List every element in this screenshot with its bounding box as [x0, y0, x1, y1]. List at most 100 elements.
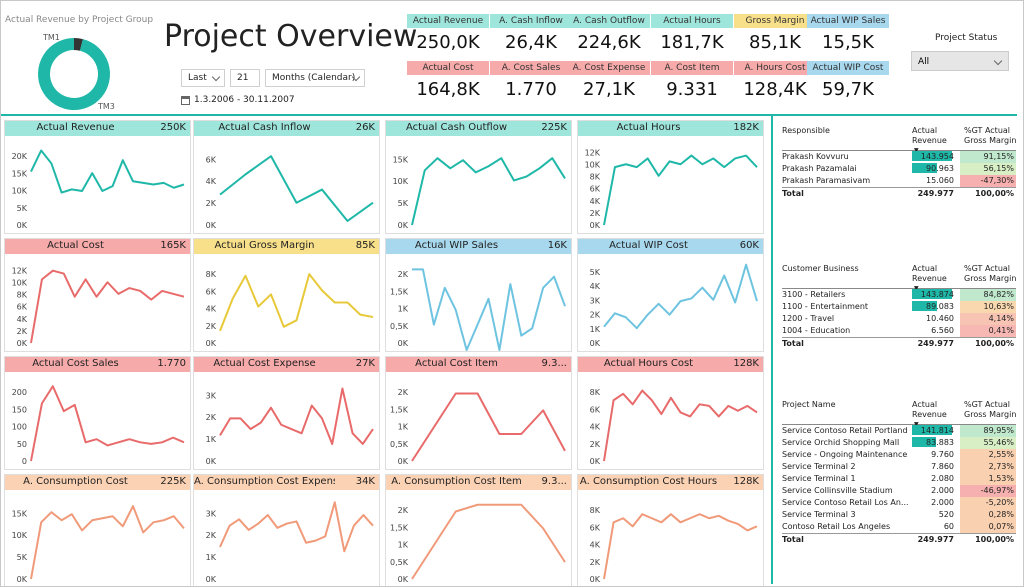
table-row[interactable]: Prakash Pazamalai 90.963 56,15% [782, 163, 1016, 175]
row-revenue: 143.954 [920, 152, 954, 161]
chart-tile[interactable]: Actual Hours 182K 12K 10K 8K 6K 4K 2K 0K [577, 120, 764, 234]
y-tick-label: 12K [12, 266, 28, 275]
revenue-databar [912, 425, 952, 435]
series-line[interactable] [603, 513, 758, 580]
y-tick-label: 15K [12, 169, 28, 178]
period-unit-select[interactable]: Months (Calendar) [265, 69, 365, 87]
chart-tile[interactable]: Actual WIP Cost 60K 5K 4K 3K 2K 1K 0K [577, 238, 764, 352]
column-header[interactable]: Customer Business [782, 264, 859, 273]
chart-title: Actual Cost [47, 240, 104, 251]
column-header[interactable]: %GT Actual Gross Margin [964, 126, 1017, 145]
project-status-select[interactable]: All [911, 51, 1009, 71]
chart-tile[interactable]: A. Consumption Cost Hours 128K 8K 6K 4K 2K 0K [577, 474, 764, 586]
chart-total: 34K [355, 476, 375, 487]
chart-tile[interactable]: Actual Cash Inflow 26K 6K 4K 2K 0K [193, 120, 380, 234]
chart-tile[interactable]: A. Consumption Cost 225K 15K 10K 5K 0K [4, 474, 191, 586]
series-line[interactable] [603, 263, 758, 330]
y-tick-label: 0K [17, 221, 28, 230]
chart-tile[interactable]: Actual Cost Item 9.3... 2K 1,5K 1K 0,5K 0K [385, 356, 572, 470]
series-line[interactable] [603, 389, 758, 462]
date-range[interactable]: 1.3.2006 - 30.11.2007 [181, 95, 295, 105]
chart-title: Actual Revenue [36, 122, 115, 133]
chart-tile[interactable]: Actual Cash Outflow 225K 15K 10K 5K 0K [385, 120, 572, 234]
y-tick-label: 6K [206, 155, 217, 164]
chart-tile[interactable]: A. Consumption Cost Expense 34K 3K 2K 1K 0K [193, 474, 380, 586]
column-header-sorted[interactable]: Actual Revenue [912, 264, 947, 283]
series-line[interactable] [30, 269, 185, 344]
tables-divider [771, 116, 773, 584]
table-row[interactable]: Service Terminal 2 7.860 2,73% [782, 461, 1016, 473]
column-header[interactable]: %GT Actual Gross Margin [964, 400, 1017, 419]
donut-slice-tm3[interactable] [38, 38, 110, 110]
table-row[interactable]: Service Contoso Retail Los An... 2.000 -5,… [782, 497, 1016, 509]
column-header-sorted[interactable]: Actual Revenue [912, 126, 947, 145]
chart-header: A. Consumption Cost Item 9.3... [386, 475, 571, 490]
y-tick-label: 4K [17, 315, 28, 324]
bottom-kpi-5: Actual WIP Cost 59,7K [807, 61, 889, 101]
row-gross-margin: 56,15% [960, 163, 1016, 175]
series-line[interactable] [411, 392, 566, 462]
series-line[interactable] [219, 501, 374, 553]
bottom-kpi-label: A. Cost Item [651, 61, 733, 75]
table-total-row: Total 249.977 100,00% [782, 533, 1016, 546]
series-line[interactable] [30, 505, 185, 580]
chart-header: A. Consumption Cost 225K [5, 475, 190, 490]
table-row[interactable]: Service Terminal 3 520 0,28% [782, 509, 1016, 521]
table-row[interactable]: Prakash Paramasivam 15.060 -47,30% [782, 175, 1016, 187]
table-row[interactable]: 1004 - Education 6.560 0,41% [782, 325, 1016, 337]
chart-header: A. Consumption Cost Hours 128K [578, 475, 763, 490]
table-row[interactable]: 1100 - Entertainment 89.083 10,63% [782, 301, 1016, 313]
chart-tile[interactable]: Actual Revenue 250K 20K 15K 10K 5K 0K [4, 120, 191, 234]
series-line[interactable] [30, 149, 185, 194]
chart-tile[interactable]: Actual Cost Sales 1.770 200 150 100 50 0 [4, 356, 191, 470]
chart-header: Actual Revenue 250K [5, 121, 190, 136]
table-row[interactable]: Prakash Kovvuru 143.954 91,15% [782, 151, 1016, 163]
row-name: Service Contoso Retail Los An... [782, 498, 909, 507]
y-tick-label: 0K [398, 221, 409, 230]
table-row[interactable]: 1200 - Travel 10.460 4,14% [782, 313, 1016, 325]
chart-tile[interactable]: Actual Hours Cost 128K 8K 6K 4K 2K 0K [577, 356, 764, 470]
series-line[interactable] [219, 155, 374, 222]
period-select[interactable]: Last [181, 69, 225, 87]
series-line[interactable] [219, 273, 374, 332]
series-line[interactable] [411, 503, 566, 580]
chart-tile[interactable]: A. Consumption Cost Item 9.3... 2K 1,5K 1K 0,… [385, 474, 572, 586]
donut-label-tm3: TM3 [98, 102, 115, 111]
table-row[interactable]: Service Contoso Retail Portland 141.814 89… [782, 425, 1016, 437]
y-tick-label: 0K [590, 221, 601, 230]
chart-header: Actual WIP Sales 16K [386, 239, 571, 254]
chart-tile[interactable]: Actual Gross Margin 85K 8K 6K 4K 2K 0K [193, 238, 380, 352]
row-revenue: 6.560 [931, 326, 954, 335]
table-row[interactable]: Service Orchid Shopping Mall 83.883 55,46% [782, 437, 1016, 449]
series-line[interactable] [603, 154, 758, 226]
table-row[interactable]: Service - Ongoing Maintenance 9.760 2,55% [782, 449, 1016, 461]
table-row[interactable]: Contoso Retail Los Angeles 60 0,07% [782, 521, 1016, 533]
row-revenue: 83.883 [926, 438, 954, 447]
series-line[interactable] [30, 385, 185, 462]
period-count-input[interactable]: 21 [230, 69, 260, 87]
y-tick-label: 0,5K [390, 322, 409, 331]
series-line[interactable] [412, 268, 566, 351]
y-tick-label: 6K [206, 287, 217, 296]
top-kpi-0: Actual Revenue 250,0K [407, 14, 489, 54]
table-row[interactable]: Service Terminal 1 2.080 1,53% [782, 473, 1016, 485]
donut-slice-tm1[interactable] [73, 38, 83, 51]
column-header-sorted[interactable]: Actual Revenue [912, 400, 947, 419]
column-header[interactable]: Project Name [782, 400, 836, 409]
table-row[interactable]: 3100 - Retailers 143.874 84,82% [782, 289, 1016, 301]
chart-tile[interactable]: Actual Cost 165K 12K 10K 8K 6K 4K 2K 0K [4, 238, 191, 352]
chart-total: 128K [733, 476, 759, 487]
donut-chart[interactable] [29, 29, 119, 115]
column-header[interactable]: Responsible [782, 126, 830, 135]
line-chart: 8K 6K 4K 2K 0K [590, 388, 758, 466]
y-tick-label: 5K [590, 268, 601, 277]
top-kpi-label: Actual WIP Sales [807, 14, 889, 28]
y-tick-label: 4K [590, 282, 601, 291]
series-line[interactable] [411, 157, 566, 226]
table-row[interactable]: Service Collinsville Stadium 2.000 -46,97% [782, 485, 1016, 497]
column-header[interactable]: %GT Actual Gross Margin [964, 264, 1017, 283]
series-line[interactable] [219, 387, 374, 445]
chart-tile[interactable]: Actual Cost Expense 27K 3K 2K 1K 0K [193, 356, 380, 470]
chart-tile[interactable]: Actual WIP Sales 16K 2K 1,5K 1K 0,5K 0K [385, 238, 572, 352]
y-tick-label: 0K [398, 339, 409, 348]
